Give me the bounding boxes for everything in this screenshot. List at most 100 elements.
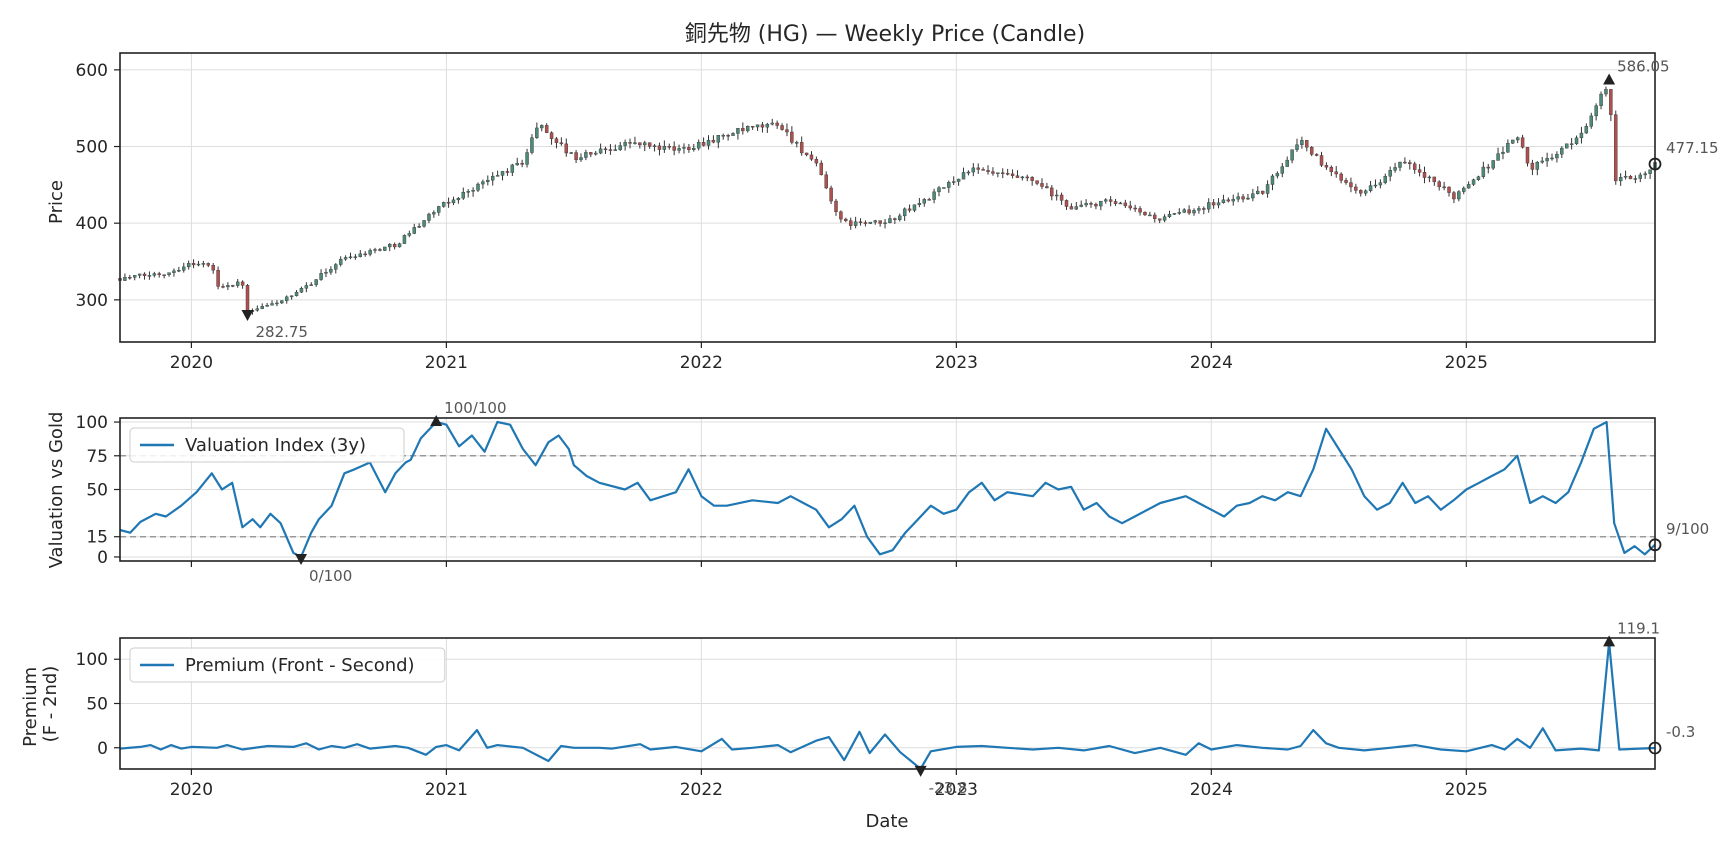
candle-body — [280, 300, 284, 304]
candle-body — [1231, 198, 1235, 202]
x-tick-label: 2023 — [935, 353, 978, 373]
candle-body — [819, 162, 824, 176]
candle-body — [1202, 208, 1206, 210]
x-tick-label: 2021 — [425, 780, 468, 800]
chart-title: 銅先物 (HG) — Weekly Price (Candle) — [685, 22, 1085, 47]
price-ylabel: Price — [46, 180, 67, 224]
candle-body — [696, 142, 701, 149]
x-tick-label: 2022 — [680, 780, 723, 800]
candle-body — [451, 199, 456, 204]
candle-body — [1167, 214, 1172, 218]
candle-body — [829, 187, 833, 202]
candle-body — [741, 128, 745, 132]
candle-body — [1025, 176, 1029, 179]
candle-body — [1295, 144, 1299, 150]
candle-body — [549, 132, 554, 139]
y-tick-label: 100 — [76, 650, 108, 670]
candle-body — [1285, 159, 1289, 167]
min-label: 0/100 — [309, 567, 352, 585]
candle-body — [932, 191, 936, 200]
candle-body — [760, 124, 765, 128]
candle-body — [559, 142, 564, 145]
candle-body — [1643, 173, 1647, 176]
legend-label: Premium (Front - Second) — [185, 655, 415, 676]
candle-body — [976, 167, 980, 170]
candle-body — [1638, 174, 1643, 179]
candle-body — [1618, 177, 1623, 182]
candle-body — [608, 149, 613, 151]
candle-body — [1432, 176, 1437, 183]
candle-body — [1153, 214, 1157, 219]
premium-ylabel-line2: (F - 2nd) — [40, 666, 61, 743]
candle-body — [853, 221, 858, 226]
candle-body — [692, 147, 696, 150]
valuation-panel: 015 50 75 100 100/100 0/100 9/100 Valuation I… — [46, 399, 1709, 585]
candle-body — [623, 142, 627, 146]
candle-body — [755, 124, 760, 128]
candle-body — [589, 152, 593, 155]
candle-body — [1403, 161, 1407, 164]
candle-body — [652, 145, 657, 147]
candle-body — [427, 213, 431, 221]
candle-body — [1599, 93, 1603, 106]
candle-body — [662, 146, 667, 150]
candle-body — [1520, 137, 1525, 148]
candle-body — [574, 152, 578, 161]
max-marker — [1603, 73, 1616, 85]
candle-body — [1334, 171, 1338, 175]
candle-body — [1462, 187, 1466, 192]
candle-body — [1187, 209, 1191, 214]
candle-body — [348, 256, 353, 259]
y-tick-label: 400 — [76, 214, 108, 234]
y-tick-label: 100 — [76, 413, 108, 433]
candle-body — [1015, 175, 1020, 178]
candle-body — [1010, 173, 1015, 176]
candle-body — [1398, 161, 1402, 168]
candle-body — [245, 285, 250, 312]
candle-body — [1550, 157, 1554, 160]
candle-body — [216, 269, 220, 287]
candle-body — [275, 302, 279, 305]
candle-body — [991, 171, 995, 174]
candle-body — [1050, 187, 1054, 197]
candle-body — [397, 243, 402, 248]
candle-body — [255, 308, 260, 311]
candle-body — [731, 133, 735, 136]
price-axes-frame — [119, 52, 1656, 343]
candle-body — [260, 306, 264, 309]
candle-body — [446, 201, 451, 204]
candle-body — [1133, 207, 1137, 210]
last-label: 9/100 — [1666, 520, 1709, 538]
candle-body — [1148, 214, 1152, 217]
candle-body — [500, 171, 505, 176]
y-tick-label: 75 — [86, 447, 108, 467]
candle-body — [1143, 211, 1147, 216]
candle-body — [1192, 210, 1196, 214]
last-marker — [1648, 741, 1662, 755]
candle-body — [716, 135, 721, 143]
candle-body — [309, 284, 313, 286]
candle-body — [1108, 199, 1113, 202]
candle-body — [1363, 190, 1368, 194]
candle-body — [770, 122, 774, 125]
candle-body — [1236, 196, 1240, 200]
candle-body — [152, 273, 157, 276]
candle-body — [495, 175, 500, 177]
candle-body — [343, 257, 348, 260]
x-tick-label: 2023 — [935, 780, 978, 800]
candle-body — [942, 187, 946, 189]
premium-ylabel: Premium (F - 2nd) — [20, 661, 61, 747]
min-marker — [241, 310, 254, 322]
candle-body — [353, 256, 358, 258]
candle-body — [1138, 208, 1142, 213]
candle-body — [1182, 209, 1186, 213]
candle-body — [1221, 199, 1226, 203]
candle-body — [1280, 166, 1285, 174]
candle-body — [1241, 196, 1245, 200]
candle-body — [417, 226, 421, 228]
candle-body — [201, 263, 206, 265]
candle-body — [1162, 216, 1167, 221]
candle-body — [1094, 203, 1098, 207]
candle-body — [461, 192, 466, 199]
